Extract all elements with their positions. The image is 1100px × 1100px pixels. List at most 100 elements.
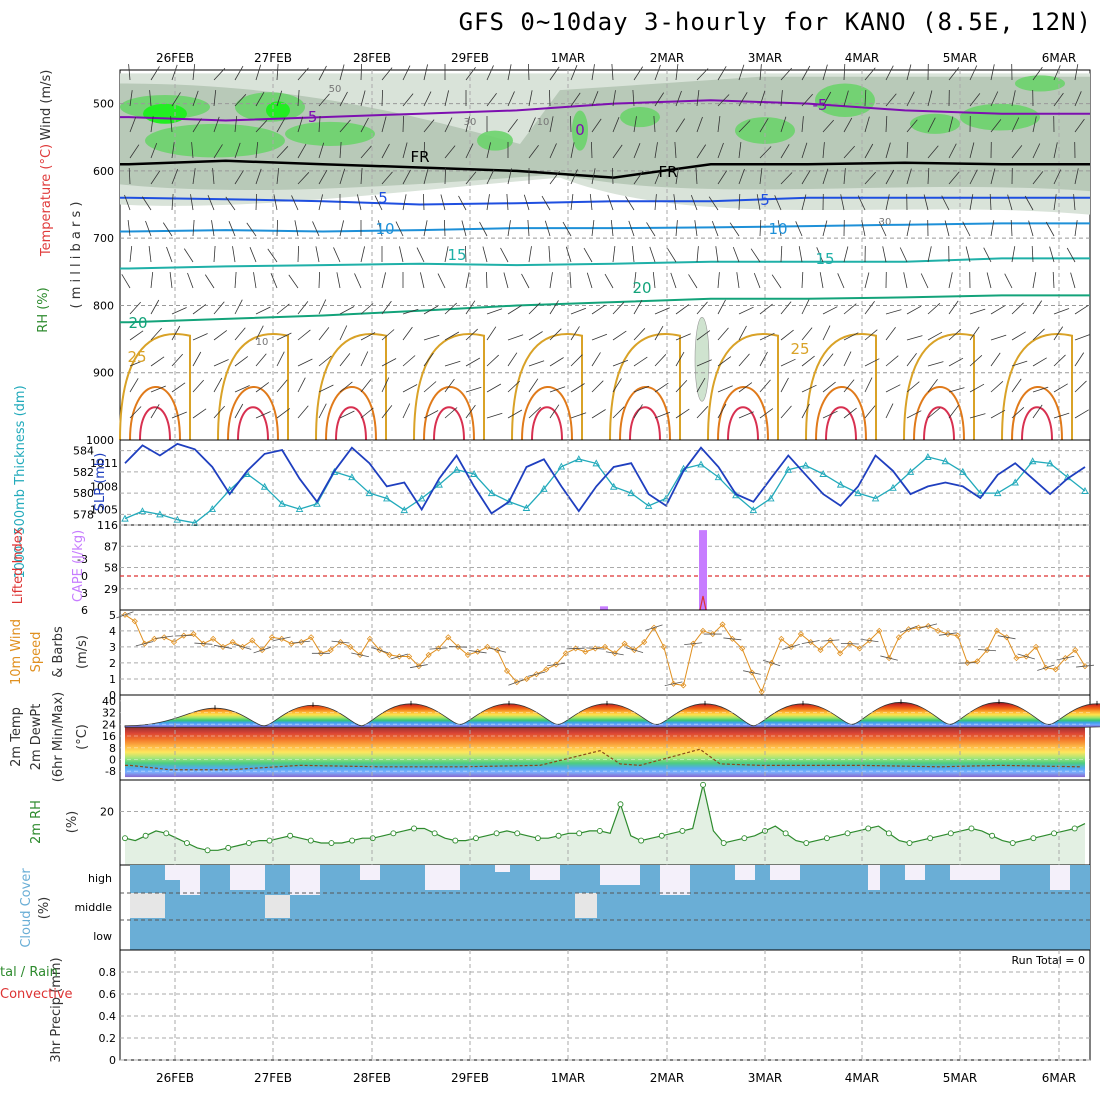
rh-point (225, 844, 232, 851)
wind10-barb (547, 662, 565, 667)
wind10-point (719, 621, 726, 628)
thickness-point (1028, 457, 1037, 465)
wind-barb (1052, 271, 1055, 289)
wind-barb (486, 383, 502, 393)
pressure-tick: 1000 (86, 434, 114, 447)
wind10-barb (625, 647, 644, 653)
wind10-barb (919, 623, 938, 629)
wind-barb (507, 409, 523, 419)
thickness-point (924, 453, 932, 460)
rh-point (204, 847, 211, 854)
wind-barb (738, 382, 753, 393)
wind-barb (507, 220, 511, 237)
temp-tick: 0 (109, 753, 116, 766)
isotherm-label: 15 (447, 246, 466, 264)
thickness-point (749, 506, 758, 514)
temp-tick: 32 (102, 707, 116, 720)
wind-barb (628, 220, 635, 237)
panel-label-wind10_b: Speed (29, 632, 44, 673)
wind-barb (969, 383, 985, 393)
wind-barb (822, 325, 831, 341)
wind-barb (591, 380, 604, 393)
wind-barb (570, 383, 585, 393)
wind-barb (528, 117, 536, 133)
panel-label-upper_temp: Temperature (°C) (39, 144, 54, 257)
temp-tick: 40 (102, 695, 116, 708)
thickness-point (697, 460, 705, 468)
precip-tick: 0 (109, 1054, 116, 1067)
wind-barb (423, 91, 432, 107)
wind-barb (822, 410, 838, 419)
slp-tick: 1011 (90, 457, 118, 470)
wind-barb (121, 274, 131, 289)
wind10-point (1052, 666, 1059, 673)
thickness-point (644, 501, 653, 509)
isotherm-30 (1011, 386, 1063, 441)
wind-barb (381, 171, 393, 185)
rh-point (163, 830, 170, 837)
temp-tick: -8 (105, 765, 116, 778)
wind-barb (990, 64, 995, 81)
wind-barb (1032, 66, 1043, 81)
wind-barb (1011, 302, 1024, 315)
wind-barb (717, 94, 730, 107)
wind-barb (923, 194, 929, 211)
wind-barb (297, 329, 311, 341)
wind-barb (696, 301, 708, 315)
wind10-point (454, 643, 462, 650)
wind-barb (1074, 352, 1085, 367)
wind-barb (1074, 64, 1079, 81)
wind-barb (318, 355, 332, 367)
wind-barb (297, 116, 304, 133)
cloud-gap-high (180, 865, 200, 895)
wind-barb (717, 170, 728, 185)
wind-barb (611, 63, 614, 81)
cape-tick: 87 (104, 540, 118, 553)
wind-barb (625, 196, 635, 211)
wind-barb (780, 172, 793, 185)
wind-barb (759, 379, 771, 393)
wind-barb (192, 64, 196, 81)
wind-barb (962, 221, 971, 237)
wind-barb (339, 381, 353, 393)
wind-barb (990, 352, 1001, 367)
wind-barb (906, 305, 922, 315)
wind-barb (843, 145, 855, 159)
wind-barb (402, 65, 411, 81)
wind-barb (906, 119, 918, 133)
wind10-point (1013, 655, 1020, 662)
thickness-slp-plot: 578 580 582 584 1005 1008 1011 (73, 442, 1090, 526)
thickness-point (348, 473, 356, 481)
wind-barb (318, 169, 328, 185)
wind-barb (801, 327, 813, 341)
wind-barb (150, 66, 160, 81)
wind-barb (234, 299, 243, 315)
wind-barb (885, 65, 894, 81)
wind-barb (738, 64, 745, 81)
wind-barb (570, 354, 583, 367)
wind-barb (528, 302, 541, 315)
wind-barb (1032, 328, 1045, 341)
panel-label-rh2_unit: (%) (65, 811, 80, 834)
wind-barb (717, 116, 721, 133)
wind-barb (465, 143, 474, 159)
wind-barb (192, 219, 195, 237)
wind-barb (759, 408, 774, 419)
wind-barb (675, 90, 682, 107)
run-total-label: Run Total = 0 (1012, 954, 1086, 967)
wind-barb (717, 299, 726, 315)
cloud-gap-high (868, 865, 880, 890)
wind-barb (255, 353, 267, 367)
wind-barb (171, 353, 183, 367)
isotherm-label: FR (658, 163, 677, 181)
wind-barb (843, 117, 853, 133)
wind-barb (549, 170, 560, 185)
wind-barb (990, 168, 996, 185)
wind10-barb (527, 671, 546, 677)
rh-point (473, 835, 479, 842)
wind-barb (1053, 412, 1070, 419)
wind-barb (145, 220, 152, 237)
wind-barb (318, 194, 323, 211)
wind10-barb (801, 640, 820, 645)
rh-point (947, 830, 954, 837)
